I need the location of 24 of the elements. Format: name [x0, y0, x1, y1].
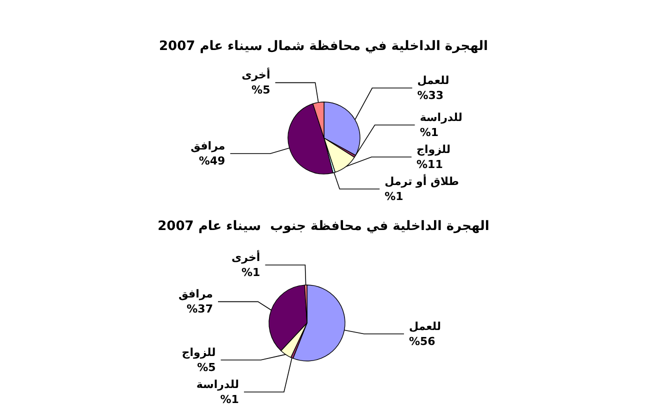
data-label: %11	[416, 158, 443, 171]
slice-label: أخرى	[232, 250, 260, 264]
slice-label: للعمل	[417, 74, 450, 87]
data-label: %49	[198, 154, 226, 168]
slice-label: طلاق أو ترمل	[384, 174, 460, 188]
slice-label: مرافق	[178, 288, 213, 301]
slice-label: للعمل	[408, 320, 442, 333]
slice-label: مرافق	[190, 140, 226, 153]
chart-title: الهجرة الداخلية في محافظة شمال سيناء عام 2007	[159, 39, 488, 54]
data-label: %1	[384, 190, 404, 203]
slice-label: للدراسة	[420, 111, 462, 124]
data-label: %5	[197, 361, 216, 374]
chart-title: الهجرة الداخلية في محافظة جنوب سيناء عام 2007	[158, 219, 490, 234]
data-label: %1	[241, 266, 260, 280]
slice-label: للزواج	[416, 143, 451, 156]
data-label: %1	[220, 393, 239, 406]
slice-label: أخرى	[242, 68, 270, 82]
slice-label: للزواج	[182, 346, 216, 359]
data-label: %33	[417, 88, 444, 102]
data-label: %37	[186, 302, 213, 316]
data-label: %56	[408, 334, 436, 348]
data-label: %1	[420, 126, 439, 139]
data-label: %5	[252, 84, 270, 97]
slice-label: للدراسة	[196, 378, 239, 391]
